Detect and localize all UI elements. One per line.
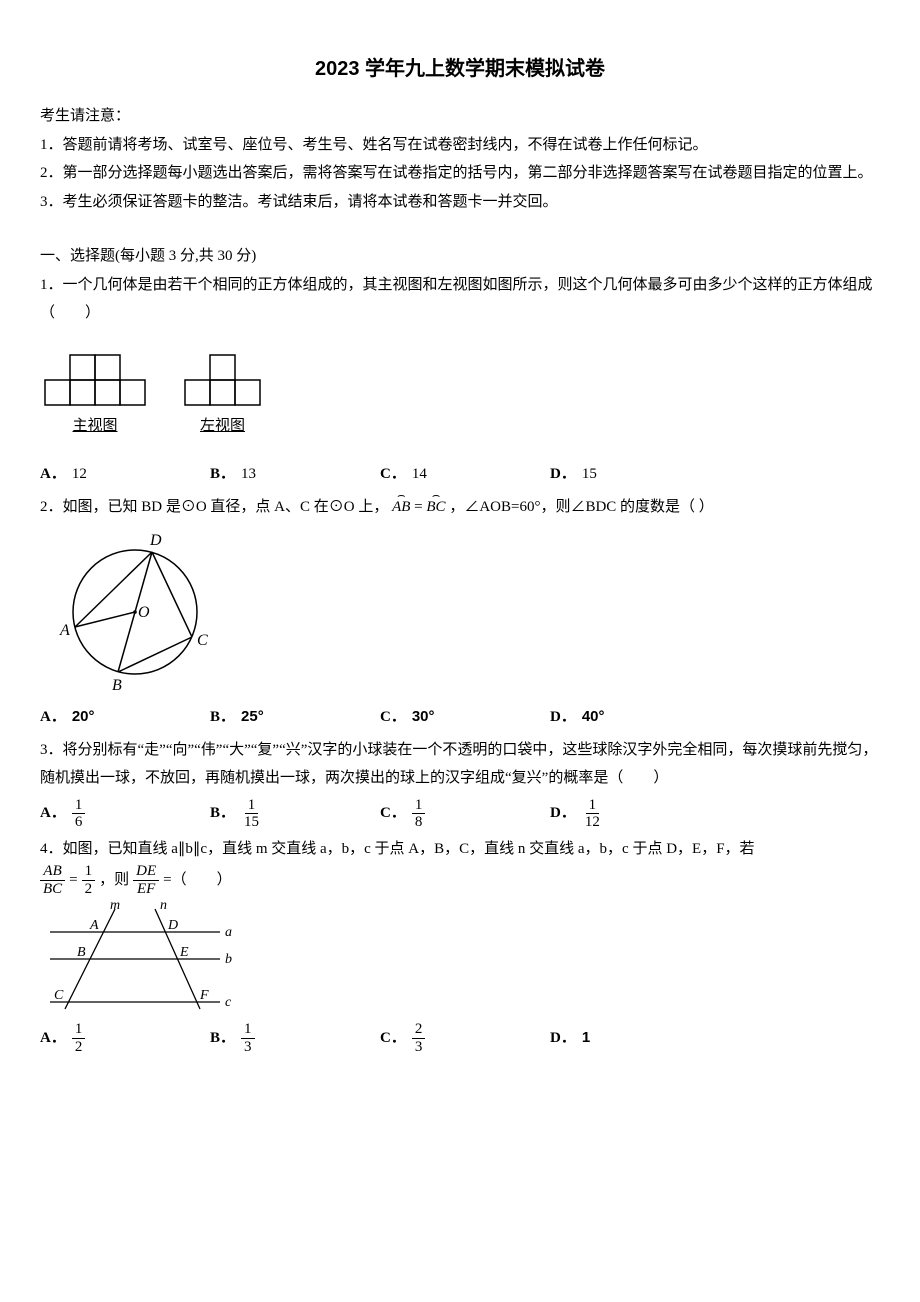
notice-line-2: 2．第一部分选择题每小题选出答案后，需将答案写在试卷指定的括号内，第二部分非选择… — [40, 159, 880, 188]
q2-label-d: D — [149, 532, 162, 549]
q1-opt-d: 15 — [582, 460, 597, 489]
notice-line-3: 3．考生必须保证答题卡的整洁。考试结束后，请将本试卷和答题卡一并交回。 — [40, 188, 880, 217]
q1-main-view-label: 主视图 — [72, 412, 117, 441]
q4-text-line1: 4．如图，已知直线 a∥b∥c，直线 m 交直线 a，b，c 于点 A，B，C，… — [40, 835, 880, 864]
q2-options: A． 20° B． 25° C． 30° D． 40° — [40, 703, 880, 732]
q1-opt-d-letter: D． — [550, 460, 576, 489]
q4-label-C: C — [54, 988, 64, 1003]
q3-opt-c-letter: C． — [380, 799, 406, 828]
section-1-heading: 一、选择题(每小题 3 分,共 30 分) — [40, 242, 880, 271]
q3-opt-d: 112 — [582, 797, 603, 831]
q3-opt-b: 115 — [241, 797, 262, 831]
q1-opt-a: 12 — [72, 460, 87, 489]
q2-opt-b-letter: B． — [210, 703, 235, 732]
q1-left-view-svg — [180, 348, 265, 408]
q4-opt-a-letter: A． — [40, 1024, 66, 1053]
q1-options: A．12 B．13 C．14 D．15 — [40, 460, 880, 489]
q1-opt-a-letter: A． — [40, 460, 66, 489]
q2-opt-c: 30° — [412, 703, 435, 732]
q4-label-c: c — [225, 995, 232, 1010]
q2-opt-d-letter: D． — [550, 703, 576, 732]
q2-label-c: C — [197, 632, 208, 649]
page-title: 2023 学年九上数学期末模拟试卷 — [40, 50, 880, 88]
q4-label-b: b — [225, 952, 232, 967]
q2-text-a: 2．如图，已知 BD 是⊙O 直径，点 A、C 在⊙O 上， — [40, 499, 388, 515]
q4-opt-d: 1 — [582, 1024, 590, 1053]
q4-figure: m n a b c A B C D E F — [40, 897, 880, 1017]
q4-label-B: B — [77, 945, 86, 960]
q4-opt-c: 23 — [412, 1021, 426, 1055]
q2-label-o: O — [138, 604, 150, 621]
q2-text: 2．如图，已知 BD 是⊙O 直径，点 A、C 在⊙O 上， AB = BC ，… — [40, 493, 880, 522]
q4-label-F: F — [199, 988, 209, 1003]
q2-label-a: A — [59, 622, 70, 639]
q4-opt-b-letter: B． — [210, 1024, 235, 1053]
q1-opt-b: 13 — [241, 460, 256, 489]
q1-left-view-label: 左视图 — [200, 412, 245, 441]
q2-text-b: ，∠AOB=60°，则∠BDC 的度数是（ ） — [449, 499, 713, 515]
q4-label-m: m — [110, 898, 120, 913]
q3-opt-a-letter: A． — [40, 799, 66, 828]
q2-opt-b: 25° — [241, 703, 264, 732]
q1-figure: 主视图 左视图 — [40, 348, 880, 441]
notice-line-1: 1．答题前请将考场、试室号、座位号、考生号、姓名写在试卷密封线内，不得在试卷上作… — [40, 131, 880, 160]
q2-arc-ab: AB — [392, 493, 410, 522]
q4-label-E: E — [179, 945, 189, 960]
q4-label-a: a — [225, 925, 232, 940]
q3-opt-a: 16 — [72, 797, 86, 831]
q4-label-n: n — [160, 898, 167, 913]
q4-opt-d-letter: D． — [550, 1024, 576, 1053]
q1-opt-b-letter: B． — [210, 460, 235, 489]
q1-text: 1．一个几何体是由若干个相同的正方体组成的，其主视图和左视图如图所示，则这个几何… — [40, 271, 880, 328]
q2-eq: = — [414, 499, 426, 515]
q2-opt-a: 20° — [72, 703, 95, 732]
q4-text-line2: ABBC = 12 ，则 DEEF =（ ） — [40, 863, 880, 897]
q2-opt-c-letter: C． — [380, 703, 406, 732]
q2-opt-d: 40° — [582, 703, 605, 732]
q4-label-A: A — [89, 918, 99, 933]
q2-arc-bc: BC — [426, 493, 445, 522]
q3-options: A． 16 B． 115 C． 18 D． 112 — [40, 797, 880, 831]
q4-opt-a: 12 — [72, 1021, 86, 1055]
q1-main-view-svg — [40, 348, 150, 408]
q3-opt-c: 18 — [412, 797, 426, 831]
q4-opt-c-letter: C． — [380, 1024, 406, 1053]
q3-text: 3．将分别标有“走”“向”“伟”“大”“复”“兴”汉字的小球装在一个不透明的口袋… — [40, 736, 880, 793]
q4-opt-b: 13 — [241, 1021, 255, 1055]
q2-figure: D A B C O — [40, 527, 880, 697]
q3-opt-b-letter: B． — [210, 799, 235, 828]
q2-label-b: B — [112, 677, 122, 694]
q3-opt-d-letter: D． — [550, 799, 576, 828]
notice-header: 考生请注意： — [40, 102, 880, 131]
q2-opt-a-letter: A． — [40, 703, 66, 732]
q4-options: A． 12 B． 13 C． 23 D． 1 — [40, 1021, 880, 1055]
q1-opt-c: 14 — [412, 460, 427, 489]
q4-label-D: D — [167, 918, 178, 933]
